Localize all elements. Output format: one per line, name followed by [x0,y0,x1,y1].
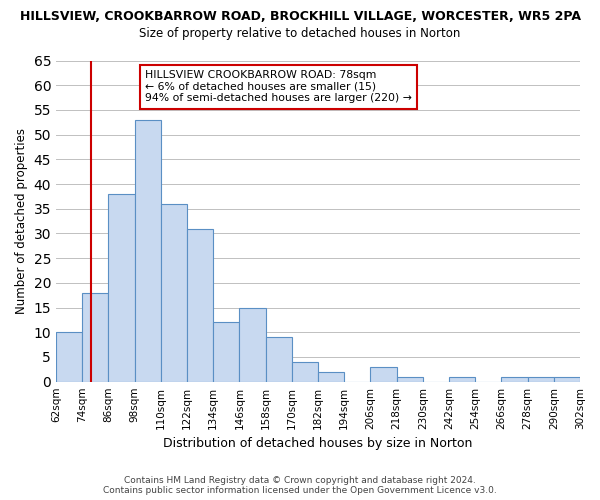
Bar [56,332,82,382]
Bar [527,376,554,382]
Text: HILLSVIEW, CROOKBARROW ROAD, BROCKHILL VILLAGE, WORCESTER, WR5 2PA: HILLSVIEW, CROOKBARROW ROAD, BROCKHILL V… [19,10,581,23]
Bar [449,376,475,382]
Bar [187,228,213,382]
Bar [554,376,580,382]
Bar [82,292,109,382]
Bar [318,372,344,382]
Bar [161,204,187,382]
Bar [292,362,318,382]
Bar [239,308,266,382]
Text: Contains HM Land Registry data © Crown copyright and database right 2024.
Contai: Contains HM Land Registry data © Crown c… [103,476,497,495]
Bar [370,367,397,382]
Bar [213,322,239,382]
Bar [266,337,292,382]
Bar [397,376,423,382]
Y-axis label: Number of detached properties: Number of detached properties [15,128,28,314]
Bar [502,376,527,382]
Text: Size of property relative to detached houses in Norton: Size of property relative to detached ho… [139,28,461,40]
Bar [134,120,161,382]
X-axis label: Distribution of detached houses by size in Norton: Distribution of detached houses by size … [163,437,473,450]
Text: HILLSVIEW CROOKBARROW ROAD: 78sqm
← 6% of detached houses are smaller (15)
94% o: HILLSVIEW CROOKBARROW ROAD: 78sqm ← 6% o… [145,70,412,103]
Bar [109,194,134,382]
